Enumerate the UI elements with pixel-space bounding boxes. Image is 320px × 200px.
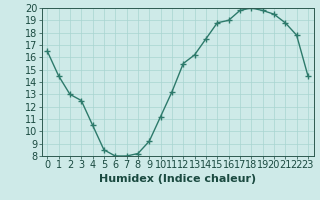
X-axis label: Humidex (Indice chaleur): Humidex (Indice chaleur): [99, 174, 256, 184]
